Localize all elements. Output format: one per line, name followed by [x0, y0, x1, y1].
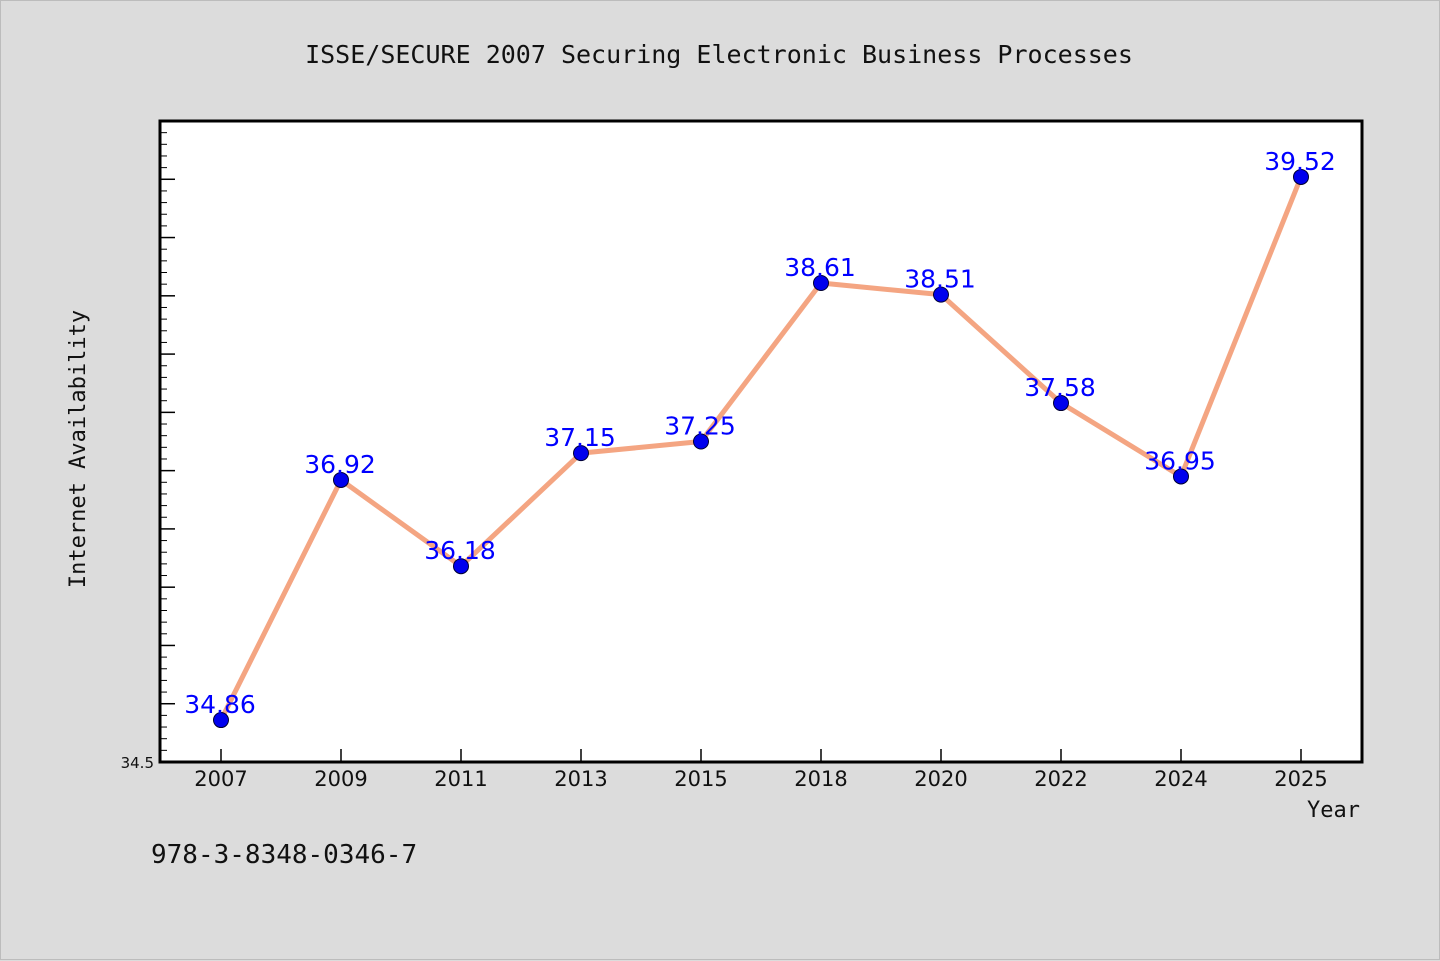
data-label: 39.52: [1264, 147, 1336, 176]
x-axis-ticks: 2007 2009 2011 2013 2015 2018 2020 2022 2024 2025: [194, 749, 1328, 791]
x-tick-label: 2011: [434, 767, 487, 791]
markers-group: [213, 168, 1309, 729]
data-label: 37.25: [664, 412, 736, 441]
plot-frame: [158, 119, 1364, 764]
data-point: [933, 286, 949, 303]
data-point: [1053, 395, 1069, 412]
x-tick-label: 2025: [1274, 767, 1327, 791]
footer-isbn: 978-3-8348-0346-7: [151, 840, 417, 870]
series-line: [218, 174, 1304, 723]
data-point: [1293, 168, 1309, 185]
x-tick-label: 2007: [194, 767, 247, 791]
data-label: 34.86: [184, 690, 256, 719]
data-point: [693, 433, 709, 450]
x-axis-label: Year: [1307, 798, 1360, 823]
plot-area: [160, 121, 1362, 762]
x-tick-label: 2009: [314, 767, 367, 791]
x-tick-label: 2022: [1034, 767, 1087, 791]
data-label: 37.15: [544, 423, 616, 452]
data-point: [1173, 468, 1189, 485]
data-label: 36.92: [304, 450, 376, 479]
x-tick-label: 2020: [914, 767, 967, 791]
data-label: 37.58: [1024, 373, 1096, 402]
y-axis-label: Internet Availability: [66, 310, 91, 588]
data-point: [333, 471, 349, 488]
data-label: 38.51: [904, 265, 976, 294]
data-label: 36.18: [424, 536, 496, 565]
series-group: [218, 174, 1304, 723]
data-label: 36.95: [1144, 446, 1216, 475]
data-label: 38.61: [784, 253, 856, 282]
data-point: [453, 558, 469, 575]
data-point: [813, 274, 829, 291]
y-tick-label: 34.5: [121, 754, 154, 772]
data-labels-group: 34.86 36.92 36.18 37.15 37.25 38.61 38.51 37.58…: [184, 147, 1336, 719]
x-tick-label: 2018: [794, 767, 847, 791]
data-point: [213, 712, 229, 729]
data-point: [573, 445, 589, 462]
x-tick-label: 2013: [554, 767, 607, 791]
x-tick-label: 2015: [674, 767, 727, 791]
chart-title: ISSE/SECURE 2007 Securing Electronic Bus…: [305, 40, 1133, 69]
x-tick-label: 2024: [1154, 767, 1207, 791]
